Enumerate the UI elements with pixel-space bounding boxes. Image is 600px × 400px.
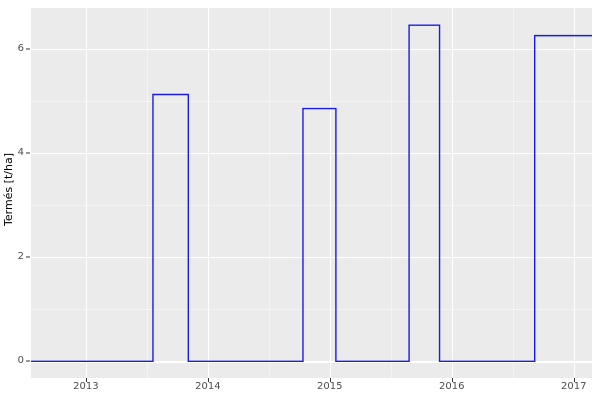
y-tick-label: 0 [17, 355, 24, 367]
y-tick-mark [26, 48, 30, 50]
gridline-minor-vertical [146, 8, 148, 378]
gridline-minor-vertical [268, 8, 270, 378]
gridline-minor-horizontal [31, 100, 592, 102]
x-tick-mark [207, 378, 209, 382]
gridline-major-vertical [85, 8, 88, 378]
x-tick-mark [85, 378, 87, 382]
y-tick-mark [26, 152, 30, 154]
x-tick-mark [451, 378, 453, 382]
y-axis-ticks: 0 2 4 6 [0, 0, 30, 400]
gridline-major-vertical [451, 8, 453, 378]
gridline-major-horizontal [31, 361, 592, 363]
y-tick-mark [26, 256, 30, 258]
gridline-major-horizontal [31, 257, 592, 259]
gridline-minor-vertical [390, 8, 392, 378]
x-tick-label: 2013 [73, 381, 99, 392]
x-tick-label: 2016 [439, 381, 465, 392]
x-tick-label: 2015 [317, 381, 343, 392]
gridline-major-horizontal [31, 48, 592, 50]
x-tick-label: 2017 [560, 381, 587, 392]
gridline-major-vertical [329, 8, 331, 378]
gridline-major-horizontal [31, 152, 592, 155]
plot-panel [31, 8, 592, 378]
y-tick-label: 4 [17, 146, 24, 158]
gridline-minor-vertical [512, 8, 514, 378]
gridline-major-vertical [207, 8, 210, 378]
series-line-termes [31, 24, 592, 363]
x-tick-mark [329, 378, 331, 382]
series-layer [31, 24, 592, 363]
y-tick-label: 2 [17, 251, 24, 263]
y-tick-mark [26, 360, 30, 362]
gridline-minor-horizontal [31, 204, 592, 206]
x-tick-label: 2014 [195, 381, 221, 392]
y-tick-label: 6 [17, 42, 24, 54]
x-tick-mark [573, 378, 575, 382]
gridline-minor-horizontal [31, 309, 592, 310]
gridline-major-vertical [573, 8, 575, 378]
